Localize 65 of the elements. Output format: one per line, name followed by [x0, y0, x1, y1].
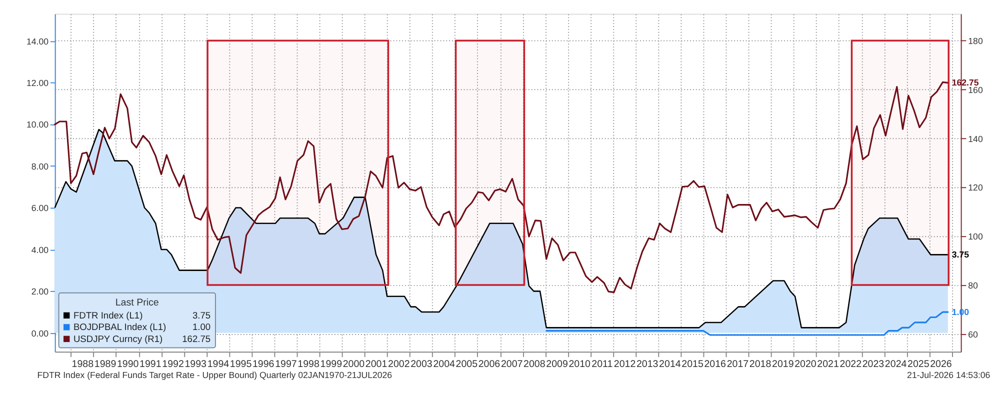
y-tick-label: 2.00	[31, 286, 49, 297]
x-tick-label: 2008	[524, 358, 546, 370]
x-tick-label: 2007	[500, 358, 523, 370]
x-tick-label: 2015	[682, 358, 704, 370]
x-tick-label: 1996	[252, 358, 275, 370]
x-tick-label: 1995	[230, 358, 252, 370]
legend-label: USDJPY Curncy (R1)	[73, 334, 163, 344]
legend-title: Last Price	[115, 298, 159, 309]
x-tick-label: 2024	[884, 358, 908, 370]
x-tick-label: 1998	[298, 358, 320, 370]
x-tick-label: 2017	[726, 358, 749, 370]
x-tick-label: 2013	[636, 358, 659, 370]
y-tick-label: 4.00	[31, 244, 49, 255]
x-tick-label: 2000	[342, 358, 366, 370]
x-tick-label: 2020	[794, 358, 817, 370]
text: FDTR Index (Federal Funds Target Rate - Upper Bound) Quarterly 02JAN1970-21JUL2026	[37, 370, 392, 380]
x-tick-label: 1988	[72, 358, 94, 370]
x-tick-label: 2025	[908, 358, 930, 370]
y2-tick-label: 100	[968, 232, 983, 242]
x-tick-label: 1989	[94, 358, 116, 370]
x-tick-label: 2026	[930, 358, 952, 370]
x-tick-label: 1999	[320, 358, 342, 370]
x-tick-label: 1992	[162, 358, 184, 370]
x-tick-label: 2012	[614, 358, 636, 370]
line-series	[546, 311, 949, 336]
text: 3.75	[192, 310, 211, 320]
y2-tick-label: 80	[968, 280, 978, 290]
text: 21-Jul-2026 14:53:06	[907, 370, 990, 380]
x-tick-label: 1991	[140, 358, 162, 370]
y-tick-label: 12.00	[26, 78, 49, 88]
y-tick-label: 8.00	[31, 161, 49, 172]
x-tick-label: 2001	[365, 358, 388, 370]
x-tick-label: 1993	[184, 358, 208, 370]
text: 1.00	[192, 322, 211, 332]
y-tick-label: 14.00	[26, 36, 49, 46]
y2-tick-label: 60	[968, 329, 978, 340]
y2-tick-label: 160	[968, 84, 983, 95]
y2-tick-label: 180	[968, 36, 983, 46]
y-tick-label: 6.00	[31, 203, 49, 214]
x-tick-label: 2009	[546, 358, 568, 370]
x-tick-label: 2018	[749, 358, 772, 370]
x-tick-label: 2023	[862, 358, 885, 370]
x-tick-label: 2011	[592, 358, 613, 370]
x-tick-label: 2005	[456, 358, 478, 370]
y-tick-label: 10.00	[26, 120, 49, 130]
x-tick-label: 2003	[410, 358, 433, 370]
x-tick-label: 2021	[817, 358, 839, 370]
x-tick-label: 2010	[568, 358, 592, 370]
x-tick-label: 2019	[772, 358, 794, 370]
x-tick-label: 1994	[207, 358, 230, 370]
x-tick-label: 2002	[388, 358, 410, 370]
x-tick-label: 2006	[478, 358, 501, 370]
legend-label: FDTR Index (L1)	[73, 310, 143, 320]
y2-tick-label: 140	[968, 134, 983, 144]
line-series	[54, 81, 949, 294]
y2-tick-label: 120	[968, 182, 983, 193]
y-tick-label: 0.00	[31, 328, 49, 338]
x-tick-label: 2004	[433, 358, 456, 370]
x-tick-label: 2022	[840, 358, 862, 370]
x-tick-label: 1997	[275, 358, 297, 370]
x-tick-label: 2016	[704, 358, 727, 370]
x-tick-label: 2014	[659, 358, 682, 370]
x-tick-label: 1990	[116, 358, 140, 370]
text: 162.75	[182, 334, 211, 344]
legend-label: BOJDPBAL Index (L1)	[73, 322, 166, 332]
